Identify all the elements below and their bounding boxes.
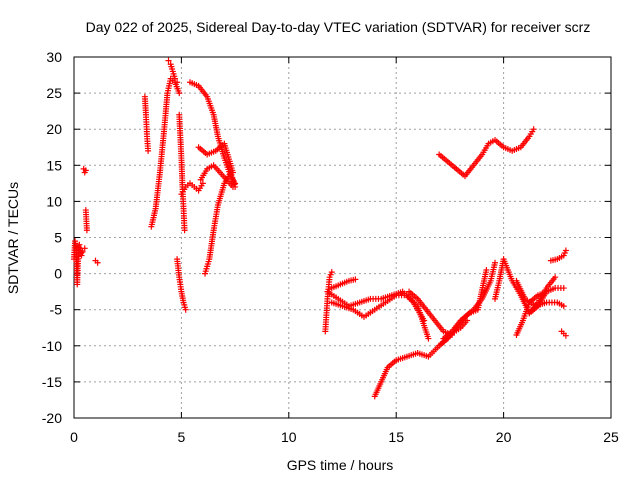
data-points	[71, 57, 569, 400]
data-point	[552, 274, 559, 281]
x-tick-label: 10	[281, 429, 297, 445]
y-axis-label: SDTVAR / TECUs	[5, 182, 21, 294]
data-point	[145, 147, 152, 154]
data-point	[562, 247, 569, 254]
y-tick-label: 0	[54, 266, 62, 282]
data-point	[328, 269, 335, 276]
series-arc-d	[176, 111, 188, 234]
series-arc-early-d	[92, 257, 101, 266]
data-point	[94, 259, 101, 266]
data-point	[76, 241, 83, 248]
data-point	[425, 335, 432, 342]
series-arc-j	[197, 162, 236, 190]
series-arc-y	[436, 126, 537, 180]
data-point	[81, 245, 88, 252]
data-point	[174, 79, 181, 86]
x-tick-label: 0	[70, 429, 78, 445]
data-point	[181, 227, 188, 234]
series-arc-t	[513, 277, 567, 310]
y-tick-label: -10	[42, 338, 62, 354]
data-point	[464, 317, 471, 324]
y-tick-label: 25	[46, 85, 62, 101]
data-point	[229, 183, 236, 190]
data-point	[165, 57, 172, 64]
x-axis: 0 5 10 15 20 25	[70, 57, 619, 445]
data-point	[176, 90, 183, 97]
data-point	[562, 332, 569, 339]
series-arc-p	[406, 288, 456, 338]
x-axis-label: GPS time / hours	[287, 457, 394, 473]
x-tick-label: 15	[388, 429, 404, 445]
series-arc-v	[526, 274, 559, 317]
data-point	[182, 306, 189, 313]
data-point	[492, 259, 499, 266]
data-point	[171, 75, 178, 82]
data-point	[83, 227, 90, 234]
y-tick-label: 20	[46, 121, 62, 137]
data-point	[78, 252, 85, 259]
grid	[74, 57, 611, 418]
data-point	[199, 180, 206, 187]
series-arc-m	[328, 292, 432, 342]
series-arc-x	[558, 328, 569, 339]
chart-title: Day 022 of 2025, Sidereal Day-to-day VTE…	[86, 19, 591, 35]
series-arc-r	[440, 266, 490, 342]
y-tick-label: 15	[46, 157, 62, 173]
x-tick-label: 5	[178, 429, 186, 445]
series-arc-f	[178, 180, 206, 198]
y-tick-label: -15	[42, 374, 62, 390]
y-tick-label: 30	[46, 49, 62, 65]
series-arc-n	[328, 276, 359, 292]
series-arc-early-b	[80, 165, 89, 176]
y-tick-label: -20	[42, 410, 62, 426]
data-point	[79, 248, 86, 255]
series-arc-k	[322, 269, 335, 335]
data-point	[82, 167, 89, 174]
data-point	[352, 276, 359, 283]
x-tick-label: 20	[496, 429, 512, 445]
data-point	[560, 303, 567, 310]
y-axis: -20 -15 -10 -5 0 5 10 15 20 25 30	[42, 49, 611, 426]
series-arc-b	[148, 75, 183, 230]
y-tick-label: 10	[46, 193, 62, 209]
series-arc-h	[195, 140, 236, 176]
series-arc-early-a	[71, 238, 88, 288]
data-point	[530, 126, 537, 133]
data-point	[483, 266, 490, 273]
series-arc-w	[547, 247, 569, 264]
series-arc-c	[165, 57, 181, 86]
series-arc-early-c	[82, 207, 90, 234]
series-arc-e	[174, 256, 189, 313]
data-point	[560, 285, 567, 292]
y-tick-label: -5	[50, 302, 63, 318]
x-tick-label: 25	[603, 429, 619, 445]
y-tick-label: 5	[54, 230, 62, 246]
series-arc-a	[141, 93, 152, 154]
